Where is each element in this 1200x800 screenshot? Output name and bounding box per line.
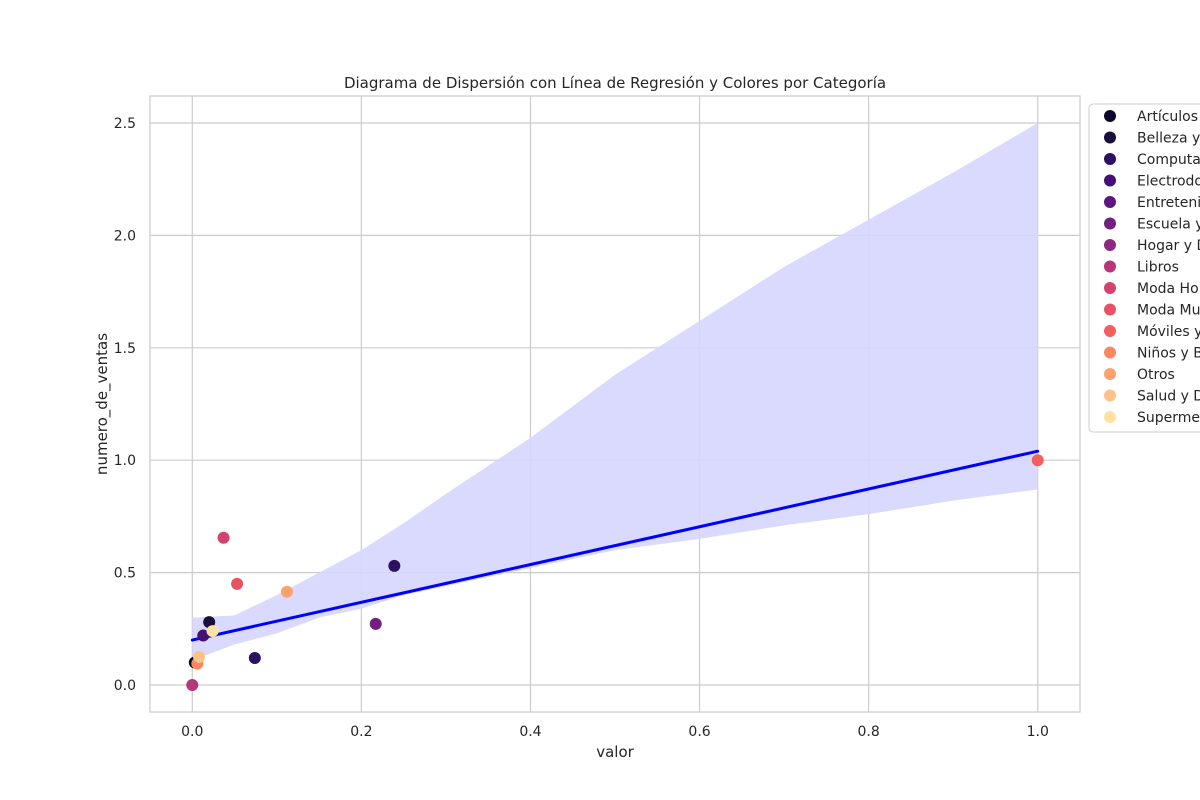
x-tick-label: 0.8 (858, 724, 880, 740)
legend-marker (1104, 196, 1116, 208)
x-tick-label: 0.0 (181, 724, 203, 740)
y-tick-label: 0.5 (114, 566, 136, 582)
y-tick-label: 2.0 (114, 228, 136, 244)
legend-marker (1104, 346, 1116, 359)
legend-marker (1104, 368, 1116, 380)
data-point (206, 625, 219, 638)
x-tick-label: 0.4 (519, 724, 541, 740)
legend-label: Belleza y (1137, 131, 1200, 147)
x-axis-label: valor (596, 743, 634, 761)
legend-marker (1104, 239, 1116, 251)
data-point (248, 652, 261, 665)
data-points (186, 454, 1044, 692)
plot-frame (149, 95, 1081, 713)
data-point (193, 650, 206, 663)
x-tick-label: 0.6 (688, 724, 710, 740)
legend-label: Moda Mu (1137, 303, 1200, 319)
data-point (388, 559, 401, 572)
legend-marker (1104, 303, 1116, 316)
legend-label: Escuela y (1137, 217, 1200, 233)
legend-marker (1104, 153, 1116, 165)
regression-line (190, 449, 1040, 642)
confidence-band-layer (192, 122, 1038, 661)
legend-label: Supermer (1137, 410, 1200, 426)
y-tick-labels: 0.0 0.5 1.0 1.5 2.0 2.5 (114, 116, 136, 694)
legend-marker (1104, 282, 1116, 294)
legend-label: Moda Ho (1137, 281, 1199, 297)
legend: Artículos Belleza y Computac Electrodo Entre… (1088, 103, 1200, 433)
x-tick-label: 0.2 (350, 724, 372, 740)
legend-label: Artículos (1137, 109, 1198, 125)
y-tick-label: 1.0 (114, 453, 136, 469)
data-point (217, 531, 230, 544)
y-axis-label: numero_de_ventas (93, 333, 112, 475)
data-point (186, 679, 199, 692)
data-point (369, 617, 382, 630)
legend-label: Entretenin (1137, 195, 1200, 211)
legend-label: Móviles y (1137, 324, 1200, 340)
data-point (197, 629, 210, 642)
y-tick-label: 1.5 (114, 341, 136, 357)
legend-label: Otros (1137, 367, 1175, 383)
legend-label: Electrodo (1137, 174, 1200, 190)
x-tick-labels: 0.0 0.2 0.4 0.6 0.8 1.0 (181, 724, 1049, 740)
legend-label: Salud y D (1137, 389, 1200, 405)
legend-marker (1104, 325, 1116, 337)
legend-label: Hogar y D (1137, 238, 1200, 254)
legend-marker (1104, 260, 1116, 273)
legend-label: Computac (1137, 152, 1200, 168)
x-tick-label: 1.0 (1027, 724, 1049, 740)
legend-marker (1104, 389, 1116, 402)
legend-items: Artículos Belleza y Computac Electrodo Entre… (1104, 109, 1200, 426)
y-tick-label: 2.5 (114, 116, 136, 132)
data-point (280, 585, 293, 598)
data-point (203, 616, 216, 629)
regression-line-layer (190, 449, 1040, 642)
y-tick-label: 0.0 (114, 678, 136, 694)
legend-marker (1104, 217, 1116, 230)
data-point (231, 577, 244, 590)
legend-marker (1104, 174, 1116, 187)
legend-label: Libros (1137, 260, 1179, 276)
confidence-band (192, 122, 1038, 661)
legend-marker (1104, 110, 1116, 122)
chart-title: Diagrama de Dispersión con Línea de Regr… (344, 74, 886, 92)
legend-box (1088, 103, 1200, 433)
data-point (1031, 454, 1044, 467)
legend-marker (1104, 131, 1116, 144)
legend-label: Niños y B (1137, 346, 1200, 362)
legend-marker (1104, 411, 1116, 423)
